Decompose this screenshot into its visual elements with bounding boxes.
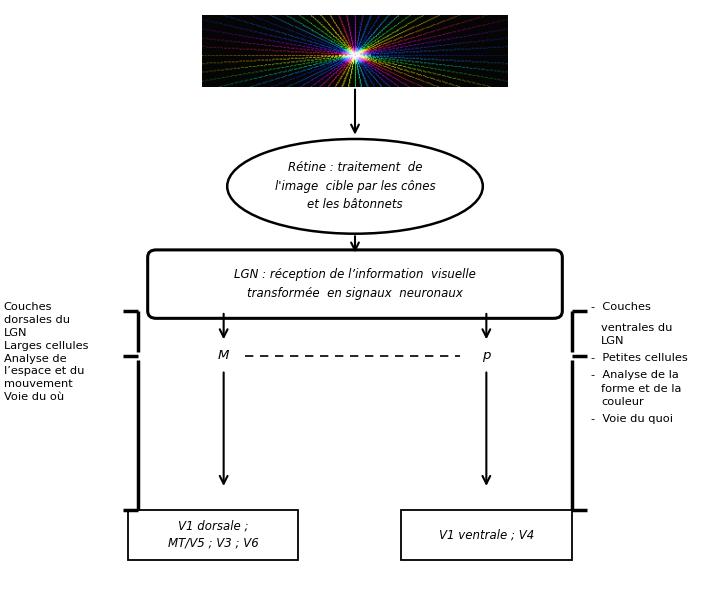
Text: ventrales du: ventrales du — [601, 323, 673, 332]
Text: M: M — [218, 349, 229, 362]
Text: p: p — [482, 349, 491, 362]
Ellipse shape — [227, 139, 483, 234]
Text: LGN : réception de l’information  visuelle
transformée  en signaux  neuronaux: LGN : réception de l’information visuell… — [234, 268, 476, 300]
Text: couleur: couleur — [601, 397, 644, 407]
FancyBboxPatch shape — [148, 250, 562, 318]
Text: -  Analyse de la: - Analyse de la — [591, 370, 679, 379]
Text: -  Couches: - Couches — [591, 302, 651, 312]
Text: V1 ventrale ; V4: V1 ventrale ; V4 — [439, 528, 534, 541]
Text: Rétine : traitement  de
l'image  cible par les cônes
et les bâtonnets: Rétine : traitement de l'image cible par… — [275, 161, 435, 211]
Text: V1 dorsale ;
MT/V5 ; V3 ; V6: V1 dorsale ; MT/V5 ; V3 ; V6 — [168, 519, 258, 550]
FancyBboxPatch shape — [128, 510, 298, 560]
FancyBboxPatch shape — [401, 510, 572, 560]
Text: LGN: LGN — [601, 336, 625, 346]
Text: forme et de la: forme et de la — [601, 384, 682, 393]
Text: -  Petites cellules: - Petites cellules — [591, 353, 688, 363]
Text: Couches
dorsales du
LGN
Larges cellules
Analyse de
l’espace et du
mouvement
Voie: Couches dorsales du LGN Larges cellules … — [4, 302, 88, 402]
Text: -  Voie du quoi: - Voie du quoi — [591, 414, 673, 424]
